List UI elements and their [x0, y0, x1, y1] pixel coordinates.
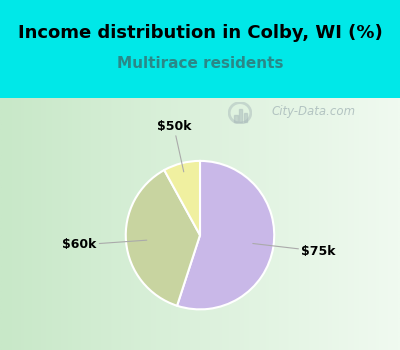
Wedge shape [164, 161, 200, 235]
Wedge shape [177, 161, 274, 309]
Text: City-Data.com: City-Data.com [272, 105, 356, 118]
Bar [234, 115, 238, 122]
Text: Income distribution in Colby, WI (%): Income distribution in Colby, WI (%) [18, 24, 382, 42]
Text: $75k: $75k [253, 244, 336, 258]
Text: Multirace residents: Multirace residents [117, 56, 283, 70]
Text: $60k: $60k [62, 238, 147, 251]
Bar [239, 110, 242, 122]
Bar [244, 113, 247, 122]
Wedge shape [126, 170, 200, 306]
Text: $50k: $50k [156, 120, 191, 172]
